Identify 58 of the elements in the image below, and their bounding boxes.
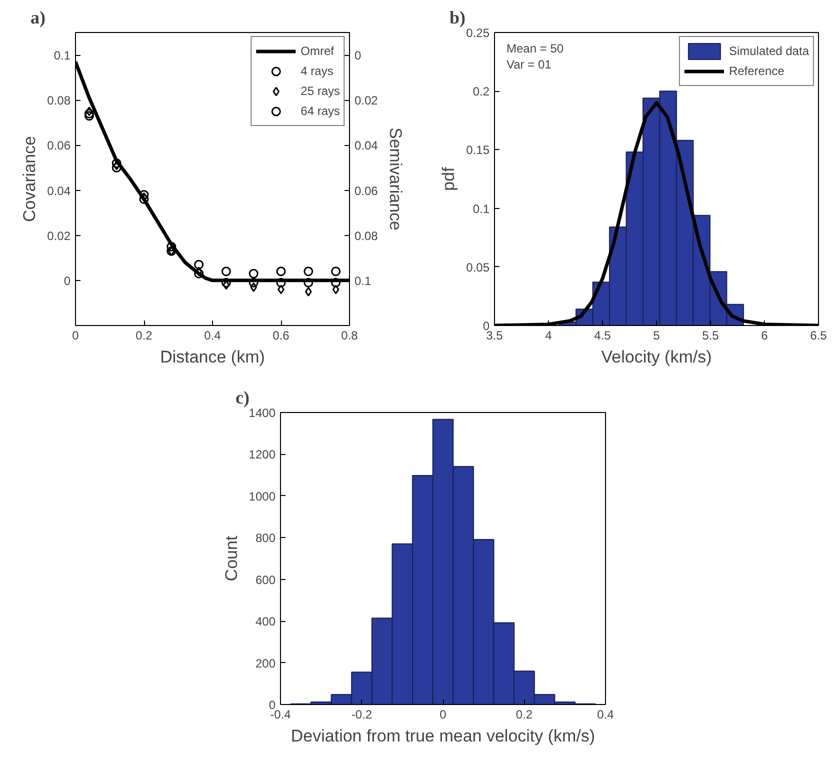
x-tick-label: 5.5 <box>702 328 720 342</box>
x-tick-label: 0.2 <box>516 708 533 722</box>
y-tick-label: 600 <box>255 572 276 587</box>
y-tick-label: 0.05 <box>466 260 490 274</box>
x-tick-label: 6.5 <box>810 328 828 342</box>
chart-title: b) <box>450 8 466 28</box>
x-axis-title: Distance (km) <box>160 348 265 366</box>
x-tick-label: 0 <box>72 328 80 342</box>
y-tick-label: 200 <box>255 656 276 670</box>
y-axis-title: Covariance <box>20 136 40 222</box>
x-tick-label: 0.8 <box>341 328 358 342</box>
x-tick-label: 0.6 <box>272 328 290 342</box>
y-tick-label: 1000 <box>248 489 276 504</box>
y-tick-label: 800 <box>255 531 276 546</box>
x-tick-label: 4.5 <box>594 328 612 342</box>
y-tick-label: 0.04 <box>47 184 71 198</box>
x-axis-title: Velocity (km/s) <box>601 348 712 366</box>
x-tick-label: -0.2 <box>351 708 372 722</box>
y-axis-title: Count <box>222 536 241 582</box>
legend-label: 64 rays <box>300 104 340 118</box>
y-tick-label: 400 <box>255 614 276 629</box>
x-tick-label: 0 <box>440 708 447 722</box>
x-tick-label: 6 <box>761 328 768 342</box>
y-tick-label: 0.2 <box>472 84 490 99</box>
y-tick-label: 0.06 <box>47 138 71 153</box>
y-tick-label: 0.08 <box>47 94 71 108</box>
x-tick-label: 0.4 <box>597 708 614 722</box>
chart-title: c) <box>236 388 250 408</box>
legend-label: Reference <box>728 64 784 78</box>
x-tick-label: 3.5 <box>486 328 504 342</box>
y-tick-label: 0.15 <box>466 143 490 158</box>
y-axis-title: pdf <box>439 166 458 191</box>
x-tick-label: 0.4 <box>204 328 222 342</box>
y-tick-label: 1400 <box>248 406 276 420</box>
x-tick-label: 5 <box>653 328 660 342</box>
y2-axis-title: Semivariance <box>386 128 405 231</box>
x-axis-title: Deviation from true mean velocity (km/s) <box>290 726 596 746</box>
y-tick-label: 0.1 <box>472 202 490 216</box>
y2-tick-label: 0.02 <box>354 94 378 108</box>
y2-tick-label: 0 <box>354 48 362 63</box>
chart-title: a) <box>30 8 46 28</box>
legend-label: 25 rays <box>300 84 340 98</box>
annotation: Mean = 50 <box>506 42 564 56</box>
y-tick-label: 0.1 <box>54 48 71 63</box>
y-tick-label: 0 <box>64 274 71 288</box>
y-tick-label: 1200 <box>248 448 276 462</box>
legend-label: Simulated data <box>728 44 809 58</box>
x-tick-label: 0.2 <box>136 328 153 342</box>
x-tick-label: 4 <box>545 328 552 342</box>
legend-label: 4 rays <box>300 64 334 78</box>
y-tick-label: 0.25 <box>466 26 490 40</box>
y2-tick-label: 0.04 <box>354 138 378 153</box>
y2-tick-label: 0.06 <box>354 184 378 198</box>
y2-tick-label: 0.1 <box>354 274 372 288</box>
y-tick-label: 0.02 <box>47 228 71 243</box>
legend-label: Omref <box>300 44 334 58</box>
y2-tick-label: 0.08 <box>354 228 378 243</box>
annotation: Var = 01 <box>506 58 552 72</box>
